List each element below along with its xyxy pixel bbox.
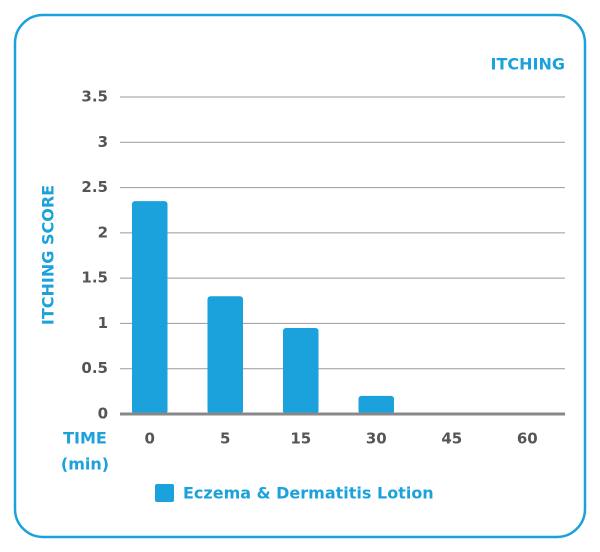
bar [207, 296, 244, 414]
x-axis-label: TIME [63, 429, 107, 448]
x-tick-label: 15 [290, 430, 311, 448]
x-tick-label: 5 [220, 430, 230, 448]
y-tick-label: 0 [98, 405, 108, 423]
y-tick-label: 3.5 [81, 88, 108, 106]
y-tick-label: 0.5 [81, 359, 108, 377]
bar [131, 201, 168, 414]
bar [282, 327, 319, 414]
frame [13, 13, 587, 539]
x-tick-label: 30 [366, 430, 387, 448]
y-tick-label: 2 [98, 223, 108, 241]
y-tick-label: 2.5 [81, 178, 108, 196]
y-tick-label: 3 [98, 133, 108, 151]
x-tick-label: 0 [145, 430, 155, 448]
bar [358, 395, 395, 414]
x-tick-label: 60 [517, 430, 538, 448]
y-tick-label: 1.5 [81, 269, 108, 287]
y-axis-label: ITCHING SCORE [39, 185, 58, 325]
y-tick-label: 1 [98, 314, 108, 332]
legend-label: Eczema & Dermatitis Lotion [183, 484, 434, 503]
x-tick-label: 45 [441, 430, 462, 448]
x-axis-label: (min) [61, 455, 109, 474]
chart-title: ITCHING [491, 55, 565, 74]
legend-swatch [155, 484, 174, 502]
